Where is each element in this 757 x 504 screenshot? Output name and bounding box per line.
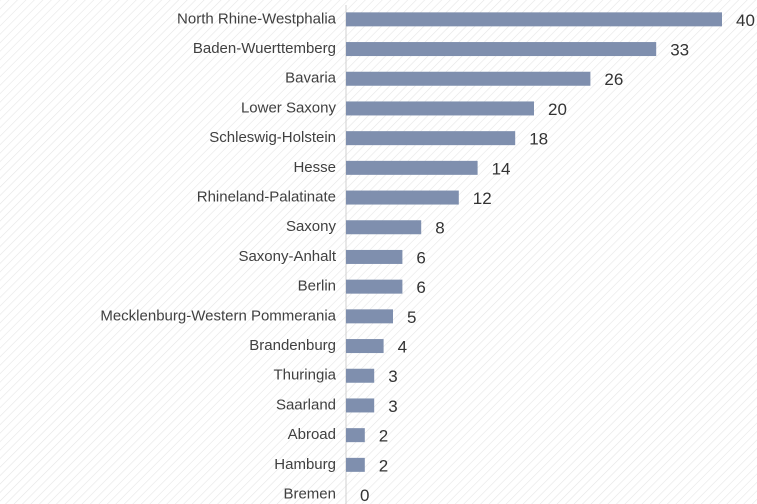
value-label: 4 <box>398 338 407 357</box>
bar <box>346 42 657 57</box>
bar <box>346 457 365 472</box>
category-label: Bavaria <box>285 70 337 87</box>
category-label: Schleswig-Holstein <box>209 129 336 146</box>
category-label: Brandenburg <box>249 337 336 354</box>
value-label: 6 <box>416 248 425 267</box>
value-label: 5 <box>407 308 416 327</box>
bar <box>346 368 375 383</box>
value-label: 14 <box>492 159 511 178</box>
value-label: 12 <box>473 189 492 208</box>
category-label: Lower Saxony <box>241 99 337 116</box>
bar <box>346 428 365 443</box>
category-label: Hamburg <box>274 456 336 473</box>
category-label: Berlin <box>298 278 336 295</box>
value-label: 2 <box>379 427 388 446</box>
value-label: 6 <box>416 278 425 297</box>
category-label: Saxony <box>286 218 337 235</box>
value-label: 33 <box>670 41 689 60</box>
value-label: 26 <box>604 70 623 89</box>
value-label: 18 <box>529 130 548 149</box>
value-label: 8 <box>435 219 444 238</box>
value-label: 2 <box>379 456 388 475</box>
bar <box>346 220 422 235</box>
value-label: 20 <box>548 100 567 119</box>
value-label: 0 <box>360 486 369 504</box>
category-label: Saarland <box>276 396 336 413</box>
bar <box>346 398 375 413</box>
bar <box>346 12 722 27</box>
category-label: Mecklenburg-Western Pommerania <box>100 307 336 324</box>
bar <box>346 160 478 175</box>
value-label: 3 <box>388 367 397 386</box>
bar <box>346 249 403 264</box>
bar <box>346 101 534 116</box>
category-label: Bremen <box>283 486 336 503</box>
value-label: 40 <box>736 11 755 30</box>
category-label: Hesse <box>293 159 336 176</box>
category-label: Saxony-Anhalt <box>238 248 336 265</box>
value-label: 3 <box>388 397 397 416</box>
bar <box>346 190 459 205</box>
category-label: North Rhine-Westphalia <box>177 10 337 27</box>
category-label: Abroad <box>288 426 336 443</box>
category-label: Baden-Wuerttemberg <box>193 40 336 57</box>
category-label: Rhineland-Palatinate <box>197 189 336 206</box>
category-label: Thuringia <box>273 367 336 384</box>
bar <box>346 309 393 324</box>
bar <box>346 339 384 354</box>
bar <box>346 279 403 294</box>
bar <box>346 131 516 146</box>
bar <box>346 71 591 86</box>
